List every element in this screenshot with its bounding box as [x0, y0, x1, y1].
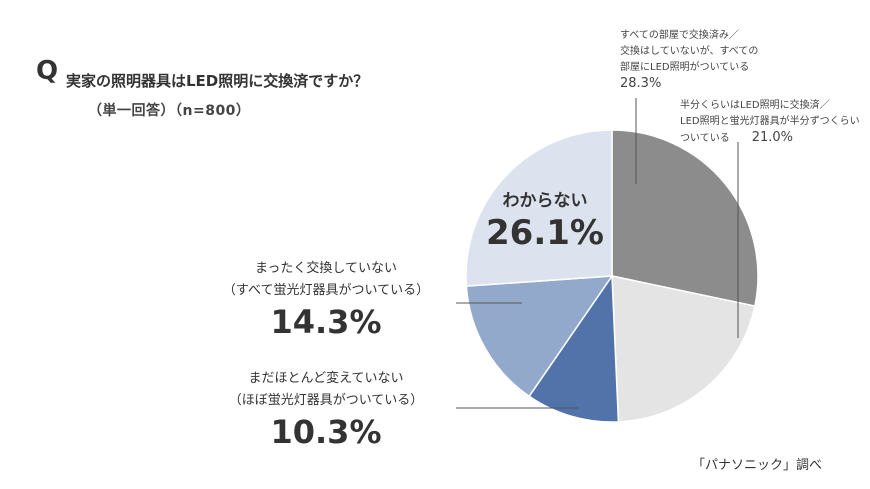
slice-label-line: 交換はしていないが、すべての: [620, 46, 759, 57]
slice-label-line: LED照明と蛍光灯器具が半分ずつくらい: [680, 116, 860, 127]
slice-unknown: [465, 129, 613, 287]
slice-label-mostly-not-changed: まだほとんど変えていない （ほぼ蛍光灯器具がついている） 10.3%: [196, 368, 456, 452]
slice-label-line: 部屋にLED照明がついている: [620, 62, 750, 73]
chart-title: 実家の照明器具はLED照明に交換済ですか？: [66, 72, 369, 90]
slice-label-not-replaced: まったく交換していない （すべて蛍光灯器具がついている） 14.3%: [196, 258, 456, 342]
slice-label-line: 半分くらいはLED照明に交換済／: [680, 100, 830, 111]
slice-label-line: わからない: [502, 191, 588, 211]
slice-label-unknown: わからない 26.1%: [480, 186, 610, 255]
slice-label-line: まだほとんど変えていない: [248, 371, 404, 386]
slice-label-all-replaced: すべての部屋で交換済み／ 交換はしていないが、すべての 部屋にLED照明がついて…: [620, 28, 758, 92]
chart-subtitle: （単一回答）（n=800）: [88, 103, 251, 119]
slice-label-line: すべての部屋で交換済み／: [620, 30, 739, 41]
slice-value-label: 10.3%: [270, 413, 382, 451]
slice-label-line: まったく交換していない: [254, 261, 398, 276]
slice-label-line: ついている 21.0%: [680, 130, 860, 147]
slice-value-label: 21.0%: [751, 130, 794, 145]
slice-all-replaced: [611, 129, 759, 307]
slice-not-replaced: [465, 275, 614, 398]
slice-mostly-not-changed: [528, 273, 620, 423]
slice-value-label: 14.3%: [270, 303, 382, 341]
slice-label-half-replaced: 半分くらいはLED照明に交換済／ LED照明と蛍光灯器具が半分ずつくらい ついて…: [680, 98, 860, 147]
slice-value-label: 28.3%: [620, 76, 662, 91]
slice-label-line: ついている: [680, 133, 730, 144]
slice-half-replaced: [611, 275, 756, 423]
slice-label-line: （すべて蛍光灯器具がついている）: [222, 283, 430, 298]
question-mark-label: Q: [36, 56, 59, 86]
slice-label-line: （ほぼ蛍光灯器具がついている）: [228, 393, 424, 408]
source-note: 「パナソニック」調べ: [691, 458, 822, 473]
slice-value-label: 26.1%: [486, 213, 604, 253]
